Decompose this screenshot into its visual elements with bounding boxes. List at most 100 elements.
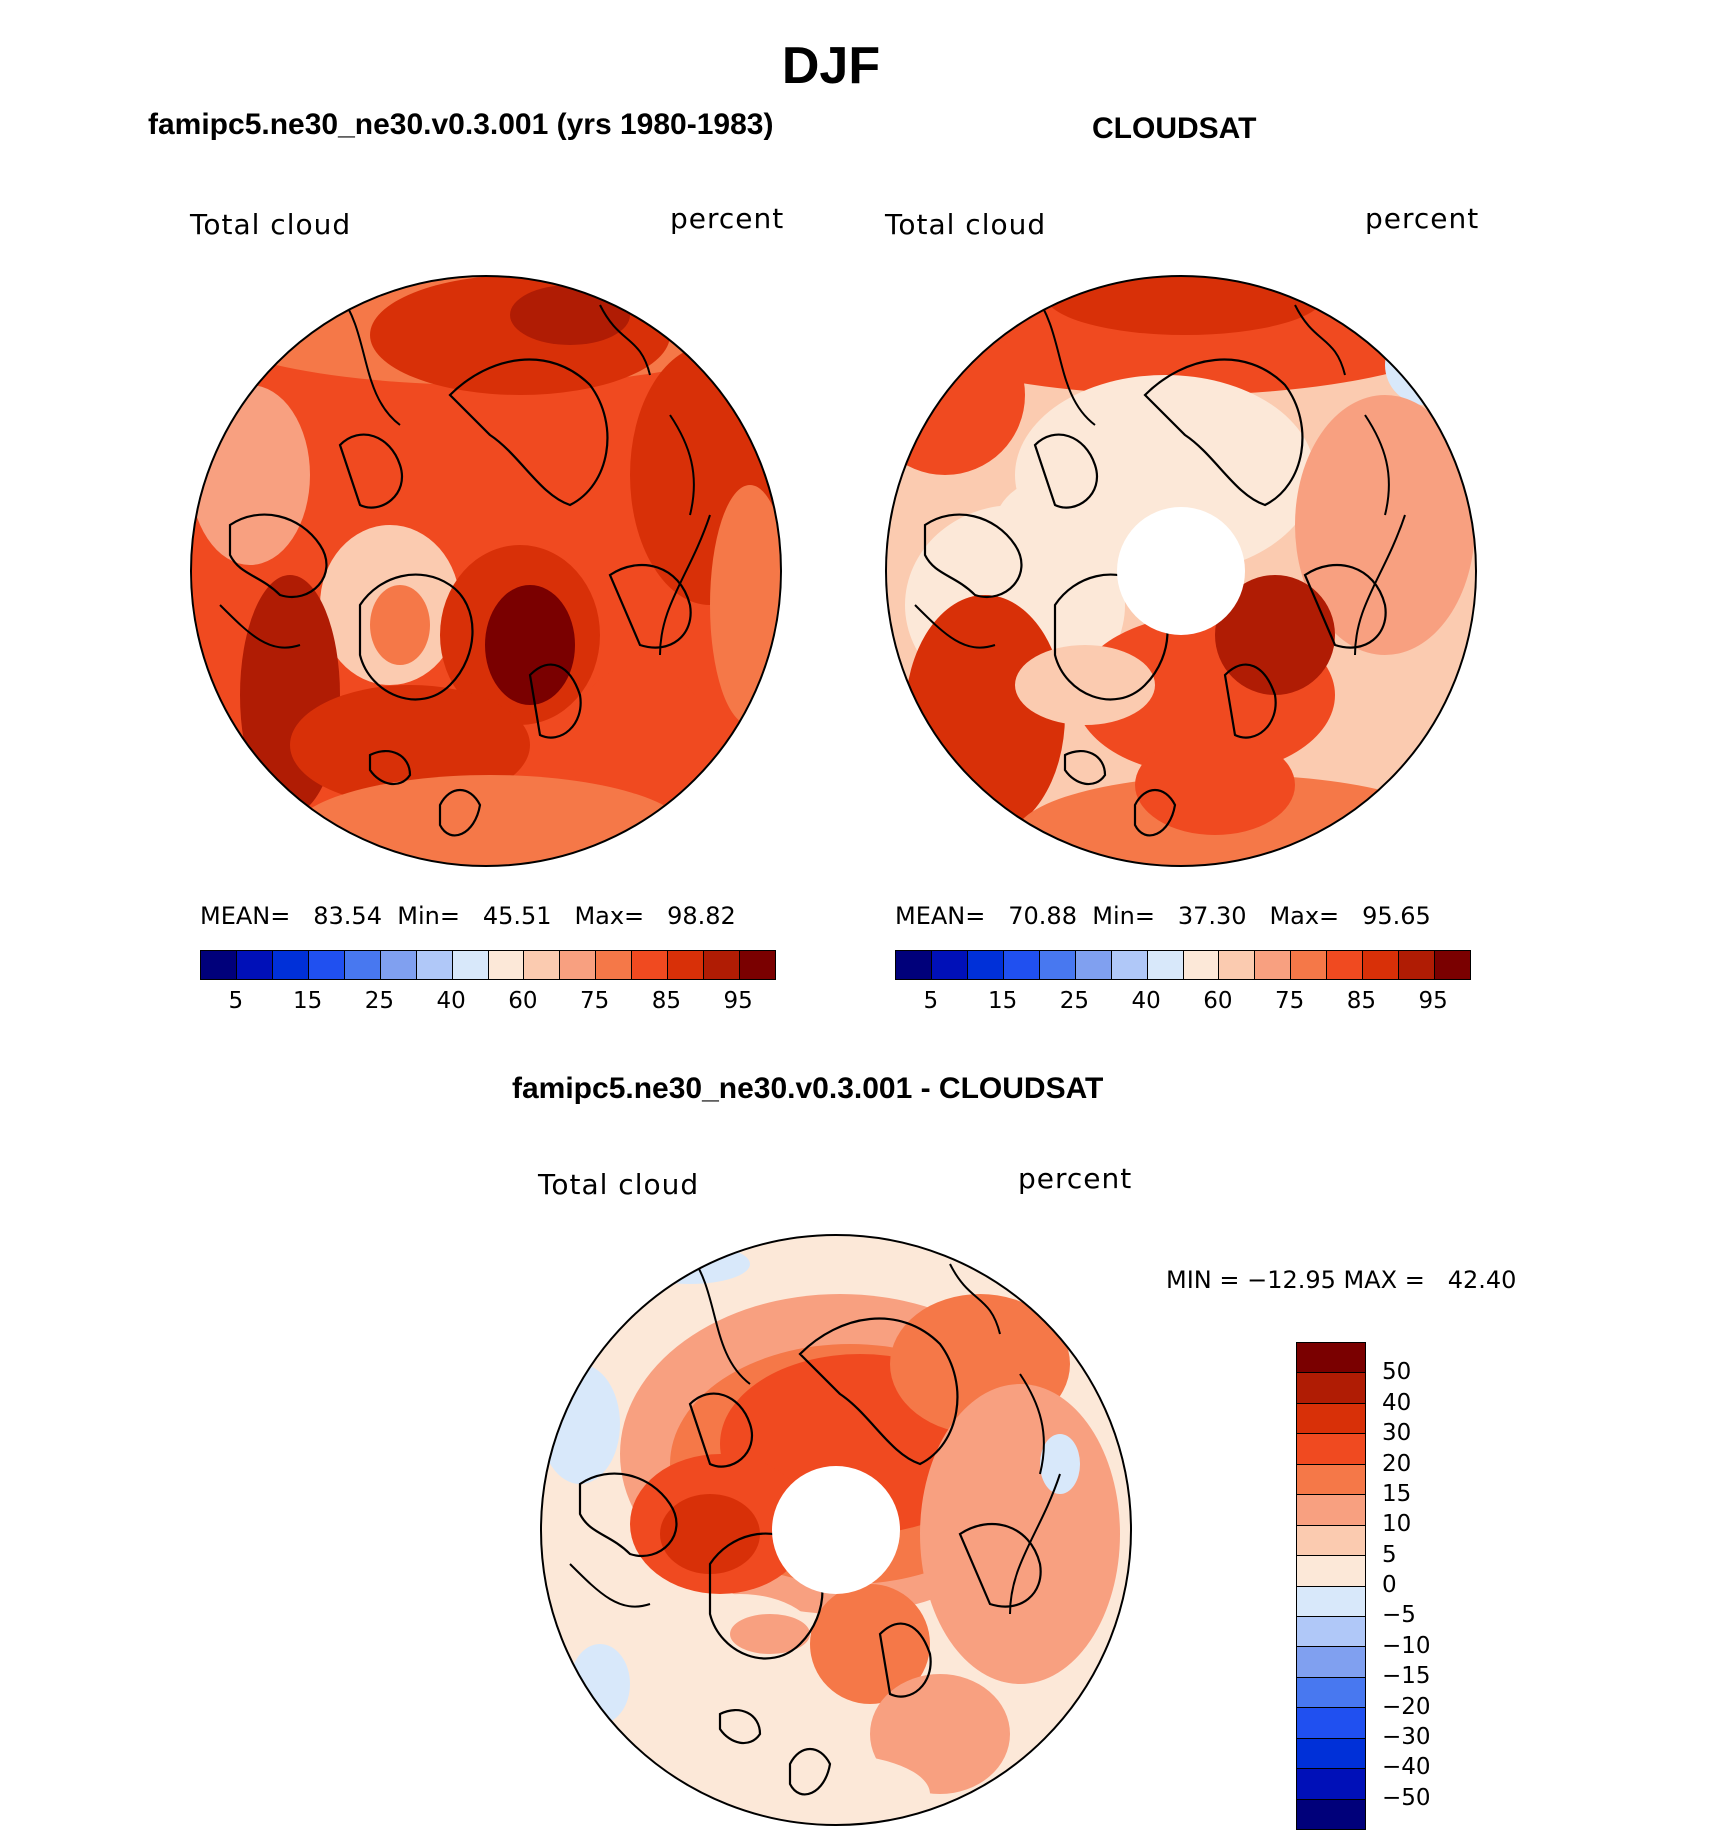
colorbar-swatch	[1297, 1495, 1365, 1526]
panel-2-field-label: Total cloud	[885, 208, 1047, 241]
colorbar-swatch	[1297, 1647, 1365, 1678]
colorbar-swatch	[416, 951, 453, 979]
colorbar-swatch	[632, 951, 669, 979]
panel-2-polar-map	[885, 275, 1477, 867]
panel-1-mean-label: MEAN=	[200, 902, 291, 930]
map-2-polar-hole	[1117, 507, 1245, 635]
colorbar-tick-label: 40	[436, 988, 466, 1014]
colorbar-swatch	[1297, 1373, 1365, 1404]
colorbar-swatch	[1039, 951, 1076, 979]
panel-1-mean-value: 83.54	[313, 902, 382, 930]
map-1-region	[290, 685, 530, 805]
colorbar-swatch	[1297, 1677, 1365, 1709]
colorbar-swatch	[560, 951, 597, 979]
map-2-coastline	[923, 358, 1387, 837]
colorbar-swatch	[1297, 1403, 1365, 1435]
panel-1-max-label: Max=	[574, 902, 645, 930]
map-2-region	[1135, 735, 1295, 835]
colorbar-tick-label: 60	[508, 988, 538, 1014]
colorbar-tick-label: 25	[364, 988, 395, 1014]
colorbar-swatch	[1255, 951, 1292, 979]
map-1-region	[290, 775, 690, 866]
colorbar-swatch	[1297, 1769, 1365, 1800]
map-3-polar-hole	[772, 1466, 900, 1594]
panel-3-minmax: MIN = −12.95 MAX = 42.40	[1166, 1266, 1517, 1294]
colorbar-swatch	[1003, 951, 1040, 979]
map-3-region	[810, 1584, 930, 1704]
map-1-region	[370, 276, 670, 395]
map-1-region	[570, 665, 710, 825]
colorbar-tick-label: 60	[1203, 988, 1233, 1014]
colorbar-tick-label: −40	[1382, 1754, 1431, 1781]
colorbar-swatch	[380, 951, 417, 979]
colorbar-swatch	[931, 951, 968, 979]
map-3-region	[730, 1754, 930, 1825]
colorbar-swatch	[1399, 951, 1436, 979]
colorbar-tick-label: 40	[1131, 988, 1161, 1014]
panel-1-field-label: Total cloud	[190, 208, 352, 241]
colorbar-swatch	[236, 951, 273, 979]
map-3-region	[870, 1674, 1010, 1794]
panel-1-stats: MEAN= 83.54 Min= 45.51 Max= 98.82	[200, 902, 736, 930]
colorbar-swatch	[1291, 951, 1328, 979]
map-2-region	[1295, 395, 1475, 655]
map-3-coastline	[569, 1253, 1061, 1615]
panel-1-units-label: percent	[670, 202, 785, 235]
panel-2-max-label: Max=	[1269, 902, 1340, 930]
panel-1-min-value: 45.51	[482, 902, 552, 930]
colorbar-tick-label: 50	[1382, 1359, 1412, 1386]
map-3-region	[730, 1614, 810, 1654]
colorbar-tick-label: 95	[723, 988, 753, 1014]
map-2-region	[1045, 276, 1325, 335]
colorbar-swatch	[740, 951, 775, 979]
map-1-region	[710, 485, 781, 725]
colorbar-swatch	[1297, 1708, 1365, 1739]
colorbar-tick-label: 85	[1346, 988, 1377, 1014]
colorbar-swatch	[1183, 951, 1220, 979]
map-1-coastline	[219, 294, 711, 656]
colorbar-swatch	[524, 951, 561, 979]
colorbar-swatch	[1297, 1738, 1365, 1770]
panel-2-max-value: 95.65	[1362, 902, 1431, 930]
colorbar-swatch	[1297, 1464, 1365, 1496]
colorbar-tick-label: −15	[1382, 1663, 1431, 1690]
colorbar-swatch	[272, 951, 309, 979]
colorbar-swatch	[1111, 951, 1148, 979]
colorbar-swatch	[452, 951, 489, 979]
colorbar-swatch	[488, 951, 525, 979]
colorbar-tick-label: −5	[1382, 1602, 1416, 1629]
colorbar-swatch	[1327, 951, 1364, 979]
map-3-coastline	[578, 1317, 1042, 1796]
colorbar-tick-label: 15	[987, 988, 1018, 1014]
map-1-coastline	[228, 358, 692, 837]
panel-3-field-label: Total cloud	[538, 1168, 700, 1201]
colorbar-swatch	[1435, 951, 1470, 979]
panel-2-units-label: percent	[1365, 202, 1480, 235]
colorbar-swatch	[967, 951, 1004, 979]
panel-2-min-label: Min=	[1092, 902, 1155, 930]
colorbar-swatch	[1363, 951, 1400, 979]
panel-3-title: famipc5.ne30_ne30.v0.3.001 - CLOUDSAT	[512, 1072, 1104, 1105]
colorbar-swatch	[1297, 1616, 1365, 1648]
colorbar-tick-label: 15	[1382, 1480, 1412, 1507]
colorbar-tick-label: 5	[923, 988, 939, 1014]
colorbar-swatch	[1297, 1525, 1365, 1557]
colorbar-swatch	[344, 951, 381, 979]
panel-1-colorbar	[200, 950, 776, 980]
colorbar-tick-label: 10	[1382, 1511, 1412, 1538]
colorbar-swatch	[1297, 1799, 1365, 1829]
colorbar-swatch	[1297, 1556, 1365, 1587]
panel-2-mean-label: MEAN=	[895, 902, 986, 930]
colorbar-tick-label: −20	[1382, 1693, 1431, 1720]
colorbar-swatch	[704, 951, 741, 979]
colorbar-tick-label: 40	[1382, 1389, 1412, 1416]
colorbar-tick-label: 15	[292, 988, 323, 1014]
colorbar-swatch	[1297, 1434, 1365, 1465]
panel-1-min-label: Min=	[397, 902, 460, 930]
colorbar-tick-label: 5	[1382, 1541, 1397, 1568]
colorbar-swatch	[201, 951, 237, 979]
map-2-region	[1015, 645, 1155, 725]
panel-2-colorbar-labels: 5 15 25 40 60 75 85 95	[895, 988, 1469, 1018]
colorbar-tick-label: 85	[651, 988, 682, 1014]
colorbar-tick-label: −30	[1382, 1723, 1431, 1750]
